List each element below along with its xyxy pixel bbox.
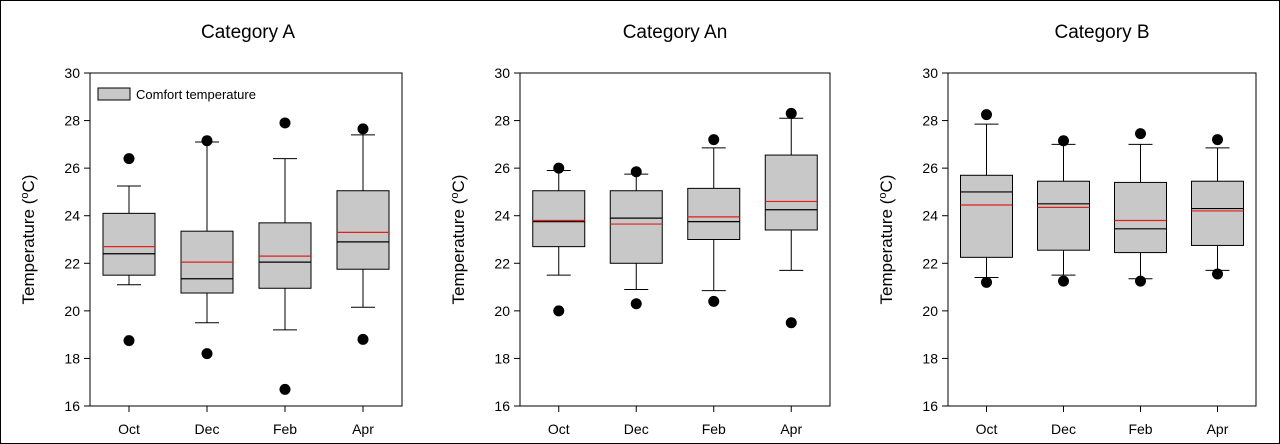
box-plot [336,123,390,345]
y-tick-label: 30 [922,65,938,81]
y-tick-label: 20 [922,303,938,319]
y-tick-label: 26 [494,160,510,176]
outlier-point [785,107,797,119]
y-axis-label: Temperature (oC) [877,175,896,305]
box [102,212,156,276]
chart-title: Category B [1054,22,1149,43]
y-axis-label: Temperature (oC) [19,175,38,305]
outlier-point [981,109,992,121]
outlier-point [1135,275,1146,287]
outlier-point [1058,275,1069,287]
chart-panel: Category A 16 18 20 22 24 26 28 30 Temperature (o… [19,22,403,437]
outlier-point [630,298,642,310]
outlier-point [123,153,135,165]
outlier-point [553,305,565,317]
x-tick-label: Feb [1128,421,1152,437]
y-tick-label: 18 [64,350,80,366]
outlier-point [708,295,720,307]
box [687,187,741,241]
y-tick-label: 18 [494,350,510,366]
y-tick-label: 24 [494,208,510,224]
x-tick-label: Dec [624,421,649,437]
box [1191,180,1244,246]
y-tick-label: 26 [64,160,80,176]
box [1037,180,1090,251]
x-tick-label: Feb [702,421,726,437]
legend-label: Comfort temperature [136,87,256,102]
outlier-point [357,333,369,345]
box-plot [258,117,312,395]
box-plot [609,166,663,310]
box-plot [102,153,156,347]
x-tick-label: Oct [118,421,140,437]
box [1114,181,1167,254]
box-plot [960,109,1013,288]
chart-panel: Category An 16 18 20 22 24 26 28 30 Temperature (… [449,22,831,437]
plot-area [519,72,831,407]
box-plot [1114,128,1167,287]
x-tick-label: Oct [548,421,570,437]
outlier-point [785,317,797,329]
chart-title: Category An [623,22,728,43]
x-tick-label: Apr [1207,421,1229,437]
y-tick-label: 28 [64,113,80,129]
y-tick-label: 22 [494,255,510,271]
box [764,154,818,231]
y-tick-label: 18 [922,350,938,366]
y-tick-label: 22 [922,255,938,271]
y-axis-label: Temperature (oC) [449,175,468,305]
x-tick-label: Apr [352,421,374,437]
outlier-point [981,276,992,288]
y-tick-label: 30 [64,65,80,81]
box-plot [1037,135,1090,287]
legend: Comfort temperature [97,87,256,102]
box [960,174,1013,258]
x-tick-label: Dec [195,421,220,437]
y-tick-label: 16 [64,398,80,414]
outlier-point [553,162,565,174]
box [336,190,390,270]
box [609,190,663,264]
y-tick-label: 16 [922,398,938,414]
outlier-point [630,166,642,178]
chart-panel: Category B 16 18 20 22 24 26 28 30 Temperature (o… [877,22,1257,437]
y-tick-label: 20 [64,303,80,319]
outlier-point [708,134,720,146]
y-tick-label: 22 [64,255,80,271]
x-tick-label: Apr [780,421,802,437]
outlier-point [1212,268,1223,280]
box-plot [180,135,234,360]
plot-area [89,72,403,407]
plot-area [947,72,1257,407]
x-tick-label: Dec [1051,421,1076,437]
y-tick-label: 20 [494,303,510,319]
y-tick-label: 30 [494,65,510,81]
box-plot [687,134,741,307]
outlier-point [357,123,369,135]
outlier-point [201,348,213,360]
box [532,190,586,248]
y-tick-label: 28 [922,113,938,129]
y-tick-label: 24 [64,208,80,224]
x-tick-label: Feb [273,421,297,437]
y-tick-label: 24 [922,208,938,224]
y-tick-label: 28 [494,113,510,129]
chart-title: Category A [201,22,295,43]
outlier-point [279,117,291,129]
outlier-point [1135,128,1146,140]
box-plot [532,162,586,317]
box-plot [1191,134,1244,280]
outlier-point [123,335,135,347]
y-tick-label: 16 [494,398,510,414]
outlier-point [1058,135,1069,147]
x-tick-label: Oct [976,421,998,437]
outlier-point [1212,134,1223,146]
outlier-point [201,135,213,147]
outlier-point [279,383,291,395]
y-tick-label: 26 [922,160,938,176]
box-plot [764,107,818,329]
legend-swatch [97,87,131,101]
